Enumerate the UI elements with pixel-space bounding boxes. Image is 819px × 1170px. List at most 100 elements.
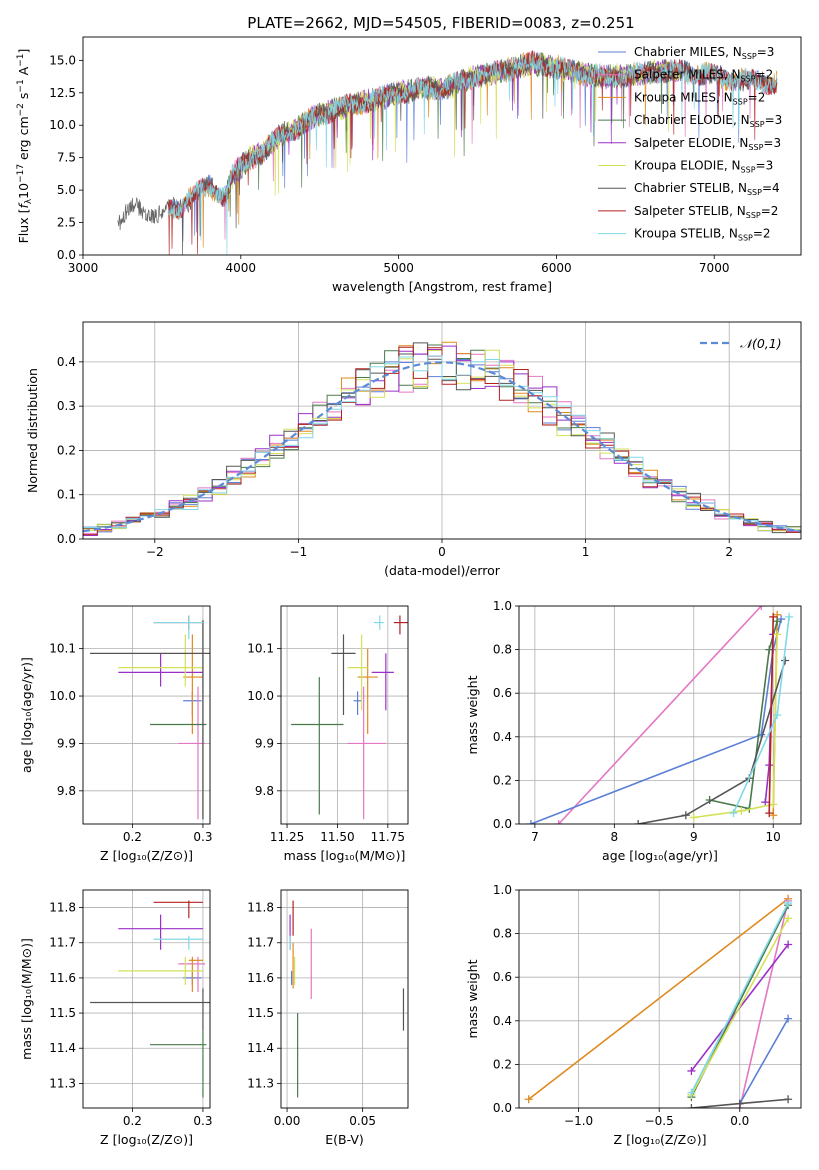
y-tick-label: 0.4: [493, 1014, 512, 1028]
axes-frame: [518, 889, 802, 1109]
x-tick-label: 4000: [226, 261, 257, 275]
weight-marker: [784, 940, 793, 949]
data-point: [393, 615, 408, 635]
data-point: [118, 956, 203, 985]
axes-frame: [82, 889, 211, 1109]
data-point: [353, 691, 362, 715]
ticks: 7 8 9 10 0.0 0.2 0.4 0.6 0.8 1.0: [493, 599, 781, 844]
y-label-part: −1: [16, 53, 26, 66]
data-point: [118, 634, 203, 687]
y-tick-label: 11.6: [49, 971, 76, 985]
x-tick-label: 0.2: [123, 1114, 142, 1128]
y-tick-label: 0.2: [493, 1057, 512, 1071]
y-tick-label: 9.9: [255, 736, 274, 750]
weight-marker: [761, 798, 770, 807]
x-tick-label: 3000: [68, 261, 99, 275]
data-point: [118, 653, 203, 687]
y-tick-label: 0.6: [493, 686, 512, 700]
y-label-part: f: [16, 203, 31, 209]
x-tick-label: 0.2: [123, 830, 142, 844]
weight-marker: [769, 612, 778, 621]
y-tick-label: 0.0: [493, 1101, 512, 1115]
weight-marker: [526, 820, 535, 824]
y-tick-label: 12.5: [49, 86, 76, 100]
axes-frame: [280, 889, 409, 1109]
data-point: [90, 988, 210, 1031]
y-tick-label: 11.7: [247, 936, 274, 950]
weight-series: [558, 606, 762, 824]
weight-marker: [773, 630, 782, 639]
y-tick-label: 11.8: [247, 901, 274, 915]
weight-marker: [769, 800, 778, 809]
weight-series: [739, 1018, 789, 1104]
error-bars: [289, 900, 405, 1098]
x-axis-label: wavelength [Angstrom, rest frame]: [332, 279, 552, 294]
axes-frame: [82, 605, 211, 825]
weight-marker: [781, 656, 790, 665]
weight-marker: [554, 820, 563, 824]
ticks: 11.25 11.50 11.75 9.8 9.9 10.0 10.1: [247, 642, 405, 844]
panel-mass-vs-Z: 0.2 0.3 11.3 11.4 11.5 11.6 11.7 11.8 Z [log₁₀(Z…: [19, 889, 212, 1147]
y-tick-label: 11.5: [49, 1006, 76, 1020]
legend-sub: SSP: [733, 97, 748, 106]
weight-marker: [765, 809, 774, 818]
y-label-part: λ: [24, 198, 34, 204]
ticks: −2 −1 0 1 2 0.0 0.1 0.2 0.3 0.4: [57, 355, 733, 559]
y-label-part: erg cm: [16, 116, 31, 164]
x-tick-label: 9: [690, 830, 698, 844]
weight-marker: [773, 617, 782, 626]
weight-marker: [785, 612, 794, 621]
data-point: [371, 653, 394, 711]
x-axis-label: Z [log₁₀(Z/Z⊙)]: [100, 848, 193, 863]
figure-title: PLATE=2662, MJD=54505, FIBERID=0083, z=0…: [247, 14, 634, 32]
legend-label: Chabrier STELIB, NSSP=4: [634, 181, 780, 197]
spectrum-series: [167, 53, 778, 255]
ticks: −1.0 −0.5 0.0 0.0 0.2 0.4 0.6 0.8 1.0: [493, 883, 749, 1128]
data-point: [373, 615, 384, 630]
x-tick-label: 0: [438, 545, 446, 559]
grid: [281, 606, 408, 824]
grid: [519, 890, 801, 1108]
legend-label: 𝒩(0,1): [740, 336, 782, 351]
x-tick-label: −2: [146, 545, 164, 559]
y-tick-label: 0.2: [57, 443, 76, 457]
panel-age-vs-mass: 11.25 11.50 11.75 9.8 9.9 10.0 10.1 mass [log₁₀…: [247, 605, 409, 863]
plot-area: [83, 322, 801, 539]
y-tick-label: 10.0: [49, 118, 76, 132]
histogram-series: [83, 355, 801, 531]
legend-value: =2: [756, 68, 774, 82]
legend-name: Chabrier MILES, N: [634, 45, 742, 59]
weight-marker: [687, 1066, 696, 1075]
panel-spectrum: 3000 4000 5000 6000 7000 0.0 2.5 5.0 7.5 10.0 12.5…: [16, 36, 802, 294]
weight-marker: [735, 1099, 744, 1108]
legend-name: Chabrier STELIB, N: [634, 181, 747, 195]
y-tick-label: 2.5: [57, 216, 76, 230]
axes-frame: [82, 321, 802, 540]
weight-marker: [729, 809, 738, 818]
legend-sub: SSP: [741, 166, 756, 175]
ticks: 0.00 0.05 11.3 11.4 11.5 11.6 11.7 11.8: [247, 901, 376, 1128]
y-tick-label: 1.0: [493, 883, 512, 897]
weight-series: [690, 917, 789, 1096]
data-point: [153, 900, 203, 919]
y-label-part: ]: [16, 49, 31, 54]
weight-series: [739, 900, 789, 1108]
x-tick-label: 0.00: [274, 1114, 301, 1128]
y-tick-label: 10.1: [49, 642, 76, 656]
x-tick-label: 0.3: [193, 1114, 212, 1128]
panel-residuals: −2 −1 0 1 2 0.0 0.1 0.2 0.3 0.4 (data-model)/error…: [25, 321, 802, 578]
grid: [83, 890, 210, 1108]
y-axis-label: mass weight: [465, 959, 480, 1038]
x-tick-label: 11.50: [320, 830, 354, 844]
legend-label: Salpeter STELIB, NSSP=2: [634, 204, 778, 220]
data-point: [357, 648, 378, 734]
weight-marker: [737, 806, 746, 815]
legend-sub: SSP: [747, 188, 762, 197]
x-tick-label: 2: [725, 545, 733, 559]
weight-marker: [689, 813, 698, 822]
y-label-part: −1: [16, 79, 26, 92]
error-bars: [90, 615, 210, 820]
y-tick-label: 0.4: [57, 355, 76, 369]
x-axis-label: E(B-V): [325, 1132, 364, 1147]
y-axis-label: age [log₁₀(age/yr)]: [19, 657, 34, 773]
